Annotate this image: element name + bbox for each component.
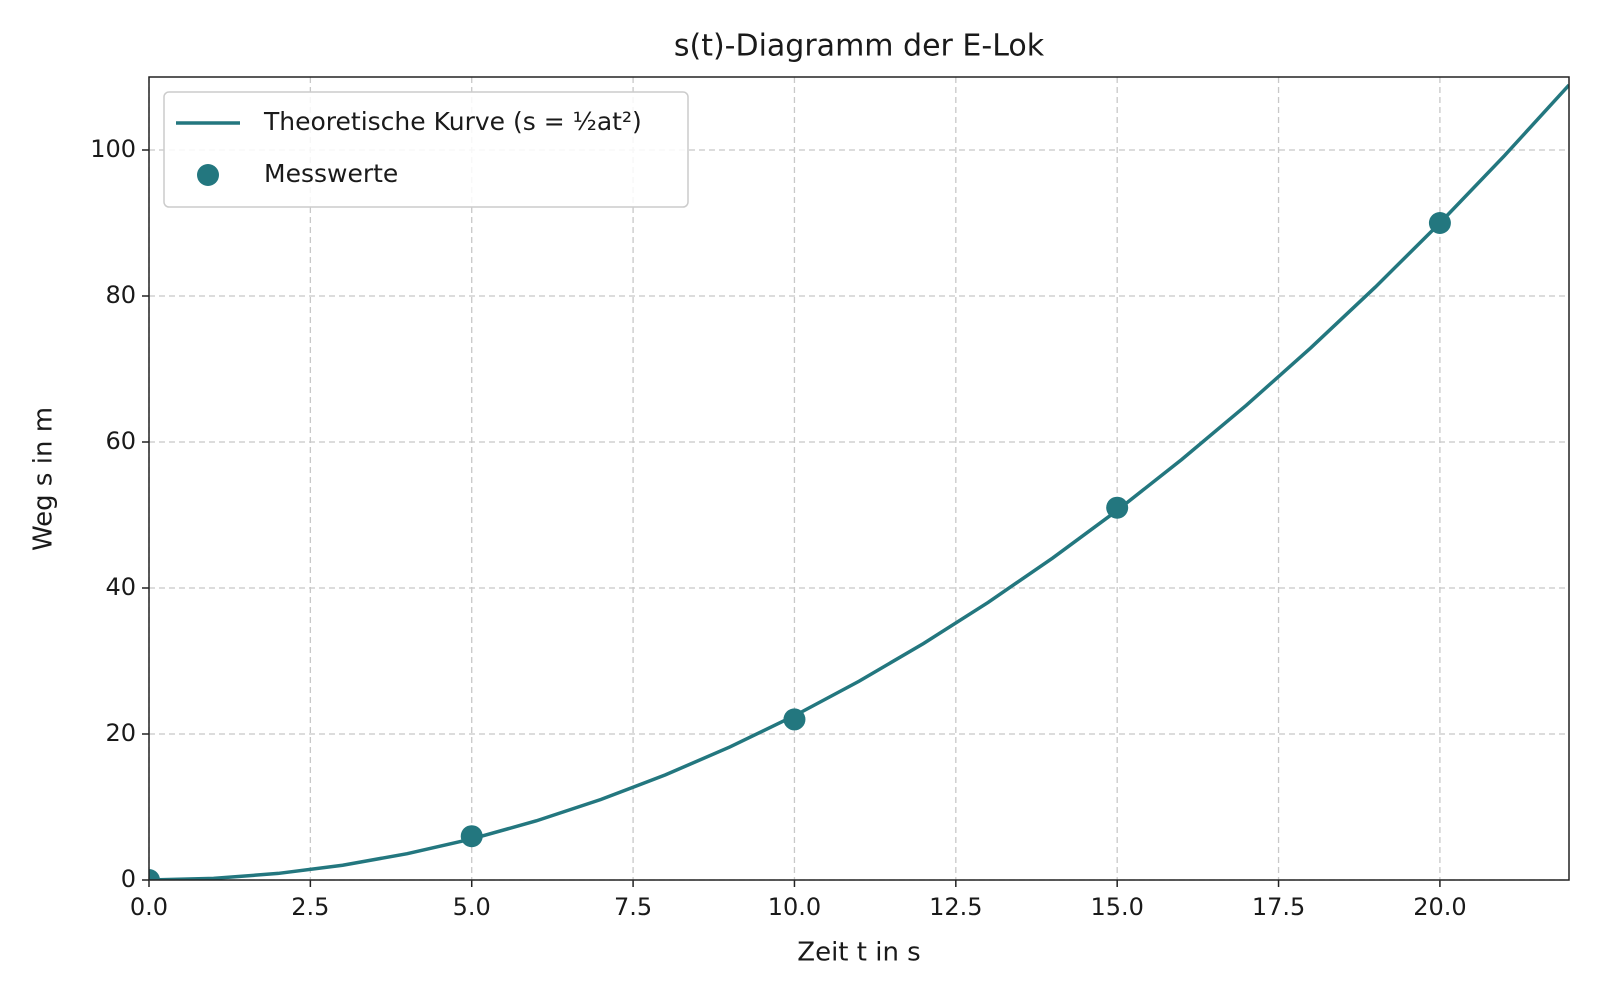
x-tick-label: 12.5 (929, 893, 982, 921)
legend-label: Theoretische Kurve (s = ½at²) (263, 107, 642, 136)
y-tick-label: 60 (105, 427, 136, 455)
data-point (783, 708, 806, 731)
y-tick-label: 0 (121, 865, 136, 893)
x-tick-label: 5.0 (453, 893, 491, 921)
data-point (1428, 212, 1451, 234)
y-axis-label: Weg s in m (29, 407, 59, 551)
x-tick-label: 7.5 (614, 893, 652, 921)
x-tick-label: 20.0 (1413, 893, 1466, 921)
x-tick-label: 15.0 (1090, 893, 1143, 921)
legend-marker (197, 164, 219, 186)
data-point (149, 869, 160, 880)
y-tick-label: 20 (105, 719, 136, 747)
data-point (1106, 496, 1129, 519)
curve (149, 83, 1569, 880)
y-tick-label: 80 (105, 281, 136, 309)
y-tick-label: 100 (90, 135, 136, 163)
legend: Theoretische Kurve (s = ½at²) Messwerte (163, 91, 689, 208)
y-tick-label: 40 (105, 573, 136, 601)
legend-label: Messwerte (264, 159, 398, 188)
x-axis-label: Zeit t in s (797, 938, 920, 968)
legend-box (163, 91, 689, 208)
x-tick-label: 2.5 (291, 893, 329, 921)
data-point (460, 825, 483, 848)
x-tick-label: 17.5 (1252, 893, 1305, 921)
x-tick-label: 0.0 (130, 893, 168, 921)
x-tick-label: 10.0 (768, 893, 821, 921)
plot-frame (148, 76, 1570, 881)
chart-title: s(t)-Diagramm der E-Lok (674, 29, 1045, 64)
